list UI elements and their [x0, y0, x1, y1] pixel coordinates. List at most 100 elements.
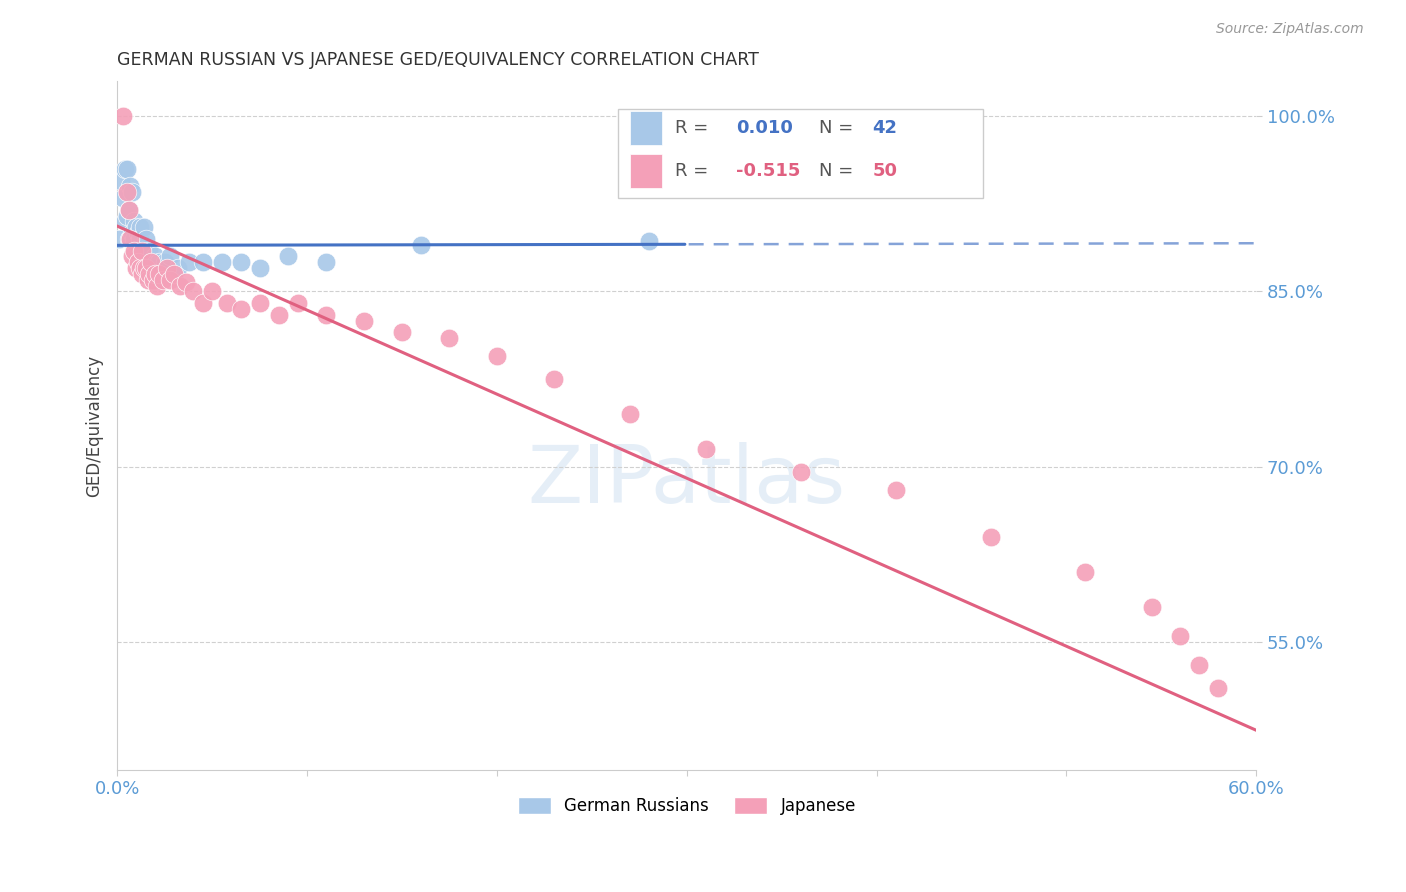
- Legend: German Russians, Japanese: German Russians, Japanese: [509, 789, 865, 823]
- Point: [201, 285, 224, 299]
- Point: [120, 179, 142, 194]
- Text: 50: 50: [873, 161, 897, 180]
- Point: [125, 261, 148, 276]
- Point: [138, 267, 160, 281]
- Point: [191, 255, 214, 269]
- Text: N =: N =: [818, 161, 859, 180]
- Point: [127, 244, 149, 258]
- Text: N =: N =: [818, 120, 859, 137]
- Point: [127, 226, 149, 240]
- Point: [217, 296, 239, 310]
- Point: [120, 232, 142, 246]
- Point: [267, 308, 290, 322]
- Point: [125, 220, 148, 235]
- Point: [136, 249, 159, 263]
- Point: [115, 186, 138, 200]
- Point: [135, 261, 157, 276]
- Point: [114, 161, 136, 176]
- Point: [167, 261, 190, 276]
- Point: [315, 255, 337, 269]
- Point: [135, 255, 157, 269]
- Point: [141, 255, 163, 269]
- Point: [287, 296, 309, 310]
- Point: [211, 255, 233, 269]
- Point: [135, 232, 157, 246]
- Point: [111, 191, 134, 205]
- Point: [884, 483, 907, 497]
- Text: R =: R =: [675, 161, 714, 180]
- FancyBboxPatch shape: [630, 153, 662, 188]
- Text: 0.010: 0.010: [735, 120, 793, 137]
- Point: [131, 267, 153, 281]
- FancyBboxPatch shape: [630, 111, 662, 145]
- Point: [129, 232, 152, 246]
- Point: [1170, 629, 1192, 643]
- Point: [120, 232, 142, 246]
- Point: [138, 244, 160, 258]
- Point: [148, 255, 170, 269]
- Point: [485, 349, 508, 363]
- Point: [159, 249, 181, 263]
- Point: [129, 261, 152, 276]
- Point: [121, 226, 143, 240]
- Point: [117, 232, 139, 246]
- Point: [111, 109, 134, 123]
- Point: [155, 261, 177, 276]
- Point: [141, 255, 163, 269]
- Point: [229, 301, 252, 316]
- Point: [169, 278, 191, 293]
- Point: [439, 331, 461, 345]
- Point: [249, 261, 271, 276]
- Point: [980, 530, 1002, 544]
- Point: [132, 261, 155, 276]
- Point: [1208, 681, 1230, 696]
- Point: [229, 255, 252, 269]
- Point: [125, 244, 148, 258]
- Point: [127, 255, 149, 269]
- Point: [110, 173, 132, 187]
- Point: [174, 275, 197, 289]
- Text: GERMAN RUSSIAN VS JAPANESE GED/EQUIVALENCY CORRELATION CHART: GERMAN RUSSIAN VS JAPANESE GED/EQUIVALEN…: [117, 51, 759, 69]
- Point: [129, 220, 152, 235]
- Point: [143, 249, 166, 263]
- Point: [153, 255, 176, 269]
- Point: [131, 244, 153, 258]
- Point: [114, 214, 136, 228]
- Point: [117, 202, 139, 217]
- Point: [124, 244, 146, 258]
- Text: R =: R =: [675, 120, 714, 137]
- Point: [132, 220, 155, 235]
- Point: [249, 296, 271, 310]
- Text: ZIPatlas: ZIPatlas: [527, 442, 846, 520]
- Point: [277, 249, 299, 263]
- Point: [159, 273, 181, 287]
- Point: [117, 202, 139, 217]
- Point: [409, 237, 432, 252]
- Point: [1074, 565, 1097, 579]
- Y-axis label: GED/Equivalency: GED/Equivalency: [86, 355, 103, 497]
- Point: [152, 273, 174, 287]
- Point: [108, 232, 131, 246]
- Point: [1188, 657, 1211, 672]
- Point: [1140, 599, 1163, 614]
- Point: [315, 308, 337, 322]
- Text: 42: 42: [873, 120, 897, 137]
- FancyBboxPatch shape: [619, 109, 983, 198]
- Point: [789, 466, 811, 480]
- Point: [115, 161, 138, 176]
- Point: [142, 273, 165, 287]
- Point: [146, 278, 169, 293]
- Text: Source: ZipAtlas.com: Source: ZipAtlas.com: [1216, 22, 1364, 37]
- Point: [124, 214, 146, 228]
- Point: [543, 372, 565, 386]
- Point: [191, 296, 214, 310]
- Point: [148, 267, 170, 281]
- Point: [121, 249, 143, 263]
- Point: [136, 273, 159, 287]
- Point: [143, 267, 166, 281]
- Point: [179, 255, 201, 269]
- Point: [181, 285, 204, 299]
- Point: [695, 442, 717, 456]
- Point: [391, 326, 413, 340]
- Point: [163, 267, 186, 281]
